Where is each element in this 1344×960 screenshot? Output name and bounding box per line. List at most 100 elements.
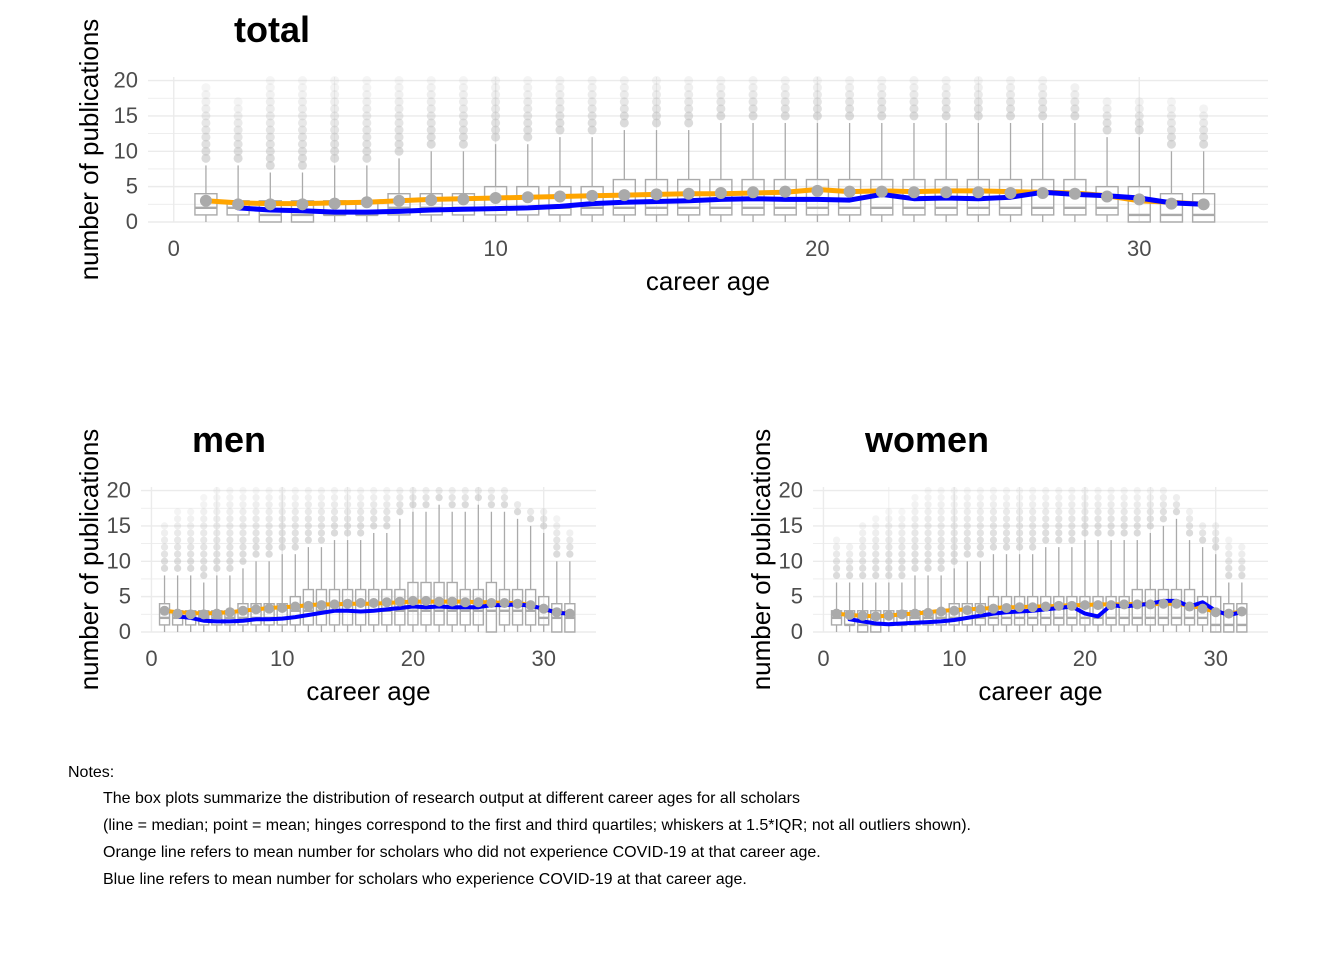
outlier-point <box>265 125 275 135</box>
outlier-point <box>1029 536 1037 544</box>
outlier-point <box>898 522 906 530</box>
box <box>1144 588 1157 626</box>
mean-point <box>975 604 986 615</box>
outlier-point <box>213 494 221 502</box>
box <box>158 603 171 626</box>
outlier-point <box>448 494 456 502</box>
outlier-point <box>1120 486 1128 495</box>
box <box>961 603 973 626</box>
mean-point <box>586 189 599 202</box>
outlier-point <box>909 90 919 100</box>
outlier-point <box>265 550 273 558</box>
outlier-point <box>1133 522 1141 530</box>
outlier-point <box>362 125 372 135</box>
outlier-point <box>859 550 867 558</box>
outlier-point <box>1185 515 1194 523</box>
outlier-point <box>1029 501 1037 509</box>
outlier-point <box>937 536 945 544</box>
outlier-point <box>941 90 951 100</box>
outlier-point <box>911 515 919 523</box>
mean-point <box>237 605 248 616</box>
x-axis-title: career age <box>306 676 430 706</box>
outlier-point <box>500 494 509 502</box>
mean-point <box>1133 193 1146 206</box>
outlier-point <box>1212 536 1220 544</box>
mean-point <box>1040 601 1051 612</box>
outlier-point <box>1015 543 1024 551</box>
outlier-point <box>1055 508 1063 516</box>
outlier-point <box>213 486 221 495</box>
outlier-point <box>924 536 932 544</box>
outlier-point <box>845 83 855 93</box>
box <box>368 588 380 626</box>
outlier-point <box>394 97 404 107</box>
outlier-point <box>1042 536 1050 544</box>
outlier-point <box>1015 494 1024 502</box>
mean-point <box>1223 608 1234 619</box>
box <box>548 185 572 216</box>
outlier-point <box>812 111 822 121</box>
outlier-point <box>1015 529 1024 537</box>
outlier-point <box>394 132 404 142</box>
outlier-point <box>252 522 260 530</box>
mean-point <box>473 597 484 608</box>
outlier-point <box>200 501 208 509</box>
outlier-point <box>265 543 273 551</box>
outlier-point <box>1042 515 1050 523</box>
outlier-point <box>1070 111 1080 121</box>
outlier-point <box>950 522 958 530</box>
outlier-point <box>330 494 339 502</box>
outlier-point <box>362 132 372 142</box>
outlier-point <box>383 501 391 509</box>
outlier-point <box>265 508 273 516</box>
mean-point <box>425 194 438 207</box>
outlier-point <box>937 557 945 565</box>
mean-point <box>1001 602 1012 613</box>
outlier-point <box>1029 522 1037 530</box>
outlier-point <box>846 557 854 565</box>
outlier-point <box>898 564 906 572</box>
outlier-point <box>174 564 182 572</box>
mean-point <box>538 603 549 614</box>
outlier-point <box>426 76 436 86</box>
outlier-point <box>587 104 597 114</box>
outlier-point <box>845 76 855 86</box>
outlier-point <box>278 508 286 516</box>
outlier-point <box>924 501 932 509</box>
outlier-point <box>265 83 275 93</box>
outlier-point <box>937 501 945 509</box>
outlier-point <box>233 118 243 128</box>
y-tick-label: 15 <box>114 103 138 128</box>
outlier-point <box>426 83 436 93</box>
outlier-point <box>1094 486 1102 495</box>
outlier-point <box>859 557 867 565</box>
x-tick-label: 20 <box>401 646 425 671</box>
y-tick-label: 5 <box>791 584 803 609</box>
outlier-point <box>898 571 906 580</box>
mean-point <box>564 608 575 619</box>
outlier-point <box>877 97 887 107</box>
outlier-point <box>394 104 404 114</box>
outlier-point <box>461 494 469 502</box>
outlier-point <box>989 522 998 530</box>
outlier-point <box>362 111 372 121</box>
outlier-point <box>491 104 501 114</box>
outlier-point <box>1094 494 1102 502</box>
mean-point <box>1171 598 1182 609</box>
outlier-point <box>252 515 260 523</box>
outlier-point <box>748 83 758 93</box>
outlier-point <box>1185 529 1194 537</box>
outlier-point <box>491 125 501 135</box>
outlier-point <box>555 118 565 128</box>
outlier-point <box>1029 508 1037 516</box>
outlier-point <box>426 132 436 142</box>
outlier-point <box>200 494 208 502</box>
outlier-point <box>1159 494 1168 502</box>
outlier-point <box>859 529 867 537</box>
outlier-point <box>846 543 854 551</box>
y-axis-title: number of publications <box>746 429 776 691</box>
outlier-point <box>976 529 984 537</box>
x-tick-label: 20 <box>1073 646 1097 671</box>
outlier-point <box>362 83 372 93</box>
outlier-point <box>291 515 299 523</box>
